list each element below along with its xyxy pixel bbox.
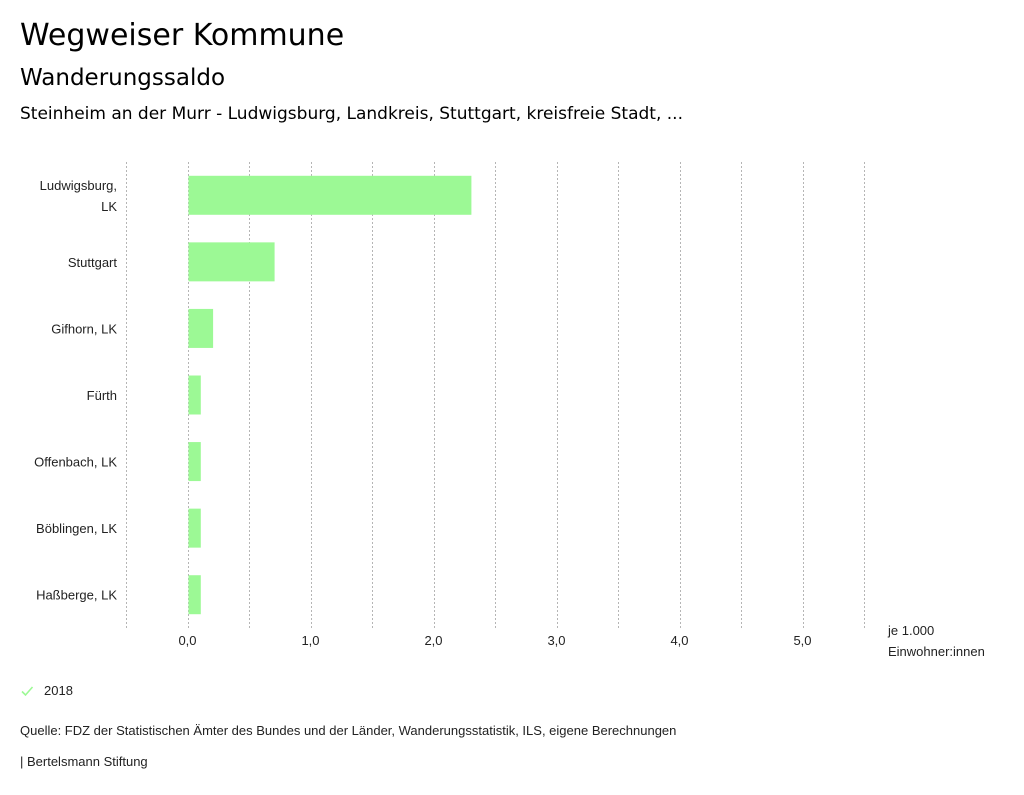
region-label: Steinheim an der Murr - Ludwigsburg, Lan… <box>20 104 683 124</box>
category-label: Böblingen, LK <box>36 521 117 536</box>
category-label-line: Fürth <box>87 388 117 403</box>
category-label: Stuttgart <box>68 255 118 270</box>
page-title: Wegweiser Kommune <box>20 18 345 53</box>
category-label: Fürth <box>87 388 117 403</box>
bar[interactable] <box>188 508 201 548</box>
category-label: Ludwigsburg, LK <box>40 178 118 214</box>
category-label-line: Ludwigsburg, <box>40 178 117 193</box>
gridlines <box>126 162 865 628</box>
bar-chart: Ludwigsburg, LK Stuttgart Gifhorn, LK Fürth O… <box>34 162 985 659</box>
x-tick-label: 1,0 <box>301 633 319 648</box>
legend-item[interactable]: 2018 <box>20 683 73 698</box>
bar[interactable] <box>188 175 472 215</box>
category-label-line: Haßberge, LK <box>36 588 117 603</box>
bar[interactable] <box>188 575 201 615</box>
category-label: Offenbach, LK <box>34 455 117 470</box>
category-label: Haßberge, LK <box>36 588 117 603</box>
bar[interactable] <box>188 308 214 348</box>
category-label-line: LK <box>101 199 117 214</box>
x-tick-label: 0,0 <box>178 633 196 648</box>
category-label-line: Gifhorn, LK <box>51 321 117 336</box>
category-label-line: Stuttgart <box>68 255 118 270</box>
legend-label: 2018 <box>44 683 73 698</box>
category-label-line: Böblingen, LK <box>36 521 117 536</box>
category-labels: Ludwigsburg, LK Stuttgart Gifhorn, LK Fürth O… <box>34 178 117 603</box>
x-axis-label-line: je 1.000 <box>887 623 934 638</box>
category-label-line: Offenbach, LK <box>34 455 117 470</box>
x-tick-label: 2,0 <box>424 633 442 648</box>
bar[interactable] <box>188 442 201 482</box>
x-tick-label: 4,0 <box>670 633 688 648</box>
check-icon <box>21 685 34 696</box>
credit-note: | Bertelsmann Stiftung <box>20 754 148 769</box>
source-note: Quelle: FDZ der Statistischen Ämter des … <box>20 723 677 738</box>
bar[interactable] <box>188 375 201 415</box>
x-axis-label: je 1.000 Einwohner:innen <box>887 623 985 659</box>
x-tick-label: 3,0 <box>547 633 565 648</box>
chart-subtitle: Wanderungssaldo <box>20 65 226 91</box>
x-tick-labels: 0,0 1,0 2,0 3,0 4,0 5,0 <box>178 633 811 648</box>
x-axis-label-line: Einwohner:innen <box>888 644 985 659</box>
bar[interactable] <box>188 242 275 282</box>
bars <box>188 175 472 615</box>
x-tick-label: 5,0 <box>793 633 811 648</box>
category-label: Gifhorn, LK <box>51 321 117 336</box>
